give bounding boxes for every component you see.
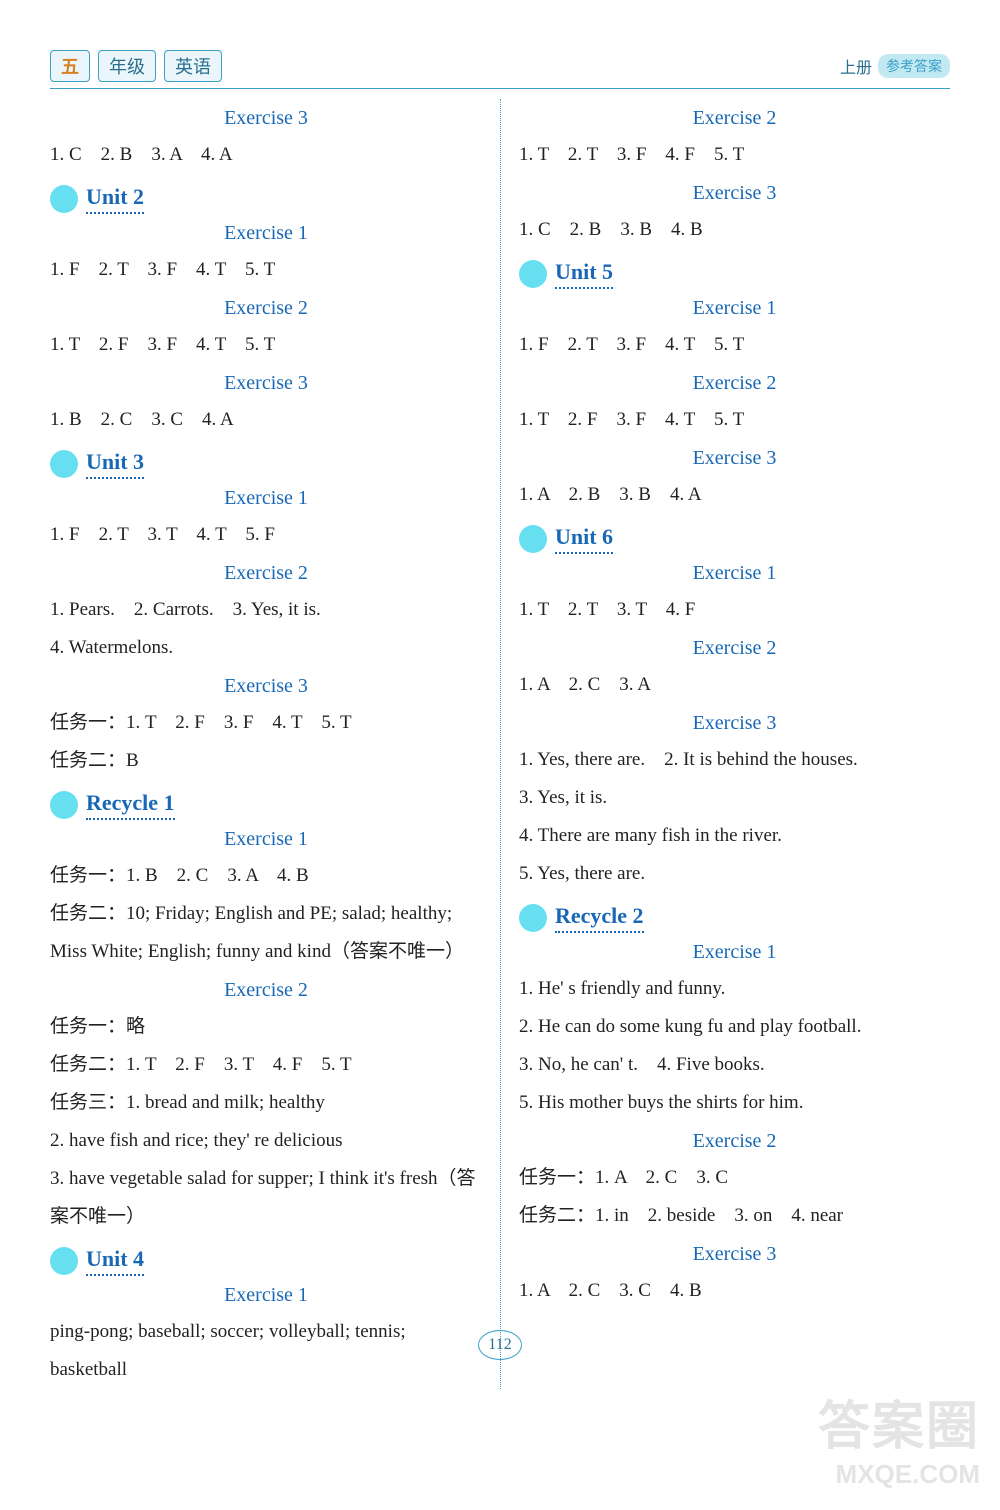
exercise-title: Exercise 1 (50, 487, 482, 510)
exercise-title: Exercise 2 (50, 562, 482, 585)
page-number: 112 (478, 1330, 522, 1360)
unit-title: Unit 3 (86, 449, 144, 479)
watermark: 答案圈 MXQE.COM (818, 1384, 980, 1490)
answer-line: 任务一：1. A 2. C 3. C (519, 1159, 950, 1197)
exercise-title: Exercise 3 (519, 712, 950, 735)
exercise-title: Exercise 2 (519, 372, 950, 395)
unit-title: Unit 2 (86, 184, 144, 214)
answer-line: 1. F 2. T 3. T 4. T 5. F (50, 516, 482, 554)
answer-line: 任务三：1. bread and milk; healthy (50, 1084, 482, 1122)
answer-line: 任务一：1. B 2. C 3. A 4. B (50, 857, 482, 895)
answer-line: 4. There are many fish in the river. (519, 817, 950, 855)
exercise-title: Exercise 3 (519, 1243, 950, 1266)
subject-chip: 英语 (164, 50, 222, 82)
grade-chip: 五 (50, 50, 90, 82)
answer-line: 1. T 2. T 3. F 4. F 5. T (519, 136, 950, 174)
answer-line: 1. A 2. B 3. B 4. A (519, 476, 950, 514)
grade-label-chip: 年级 (98, 50, 156, 82)
answer-line: Miss White; English; funny and kind（答案不唯… (50, 933, 482, 971)
exercise-title: Exercise 2 (50, 297, 482, 320)
answer-line: 1. T 2. F 3. F 4. T 5. T (50, 326, 482, 364)
exercise-title: Exercise 1 (50, 222, 482, 245)
answer-line: 1. Yes, there are. 2. It is behind the h… (519, 741, 950, 779)
answer-line: 任务二：B (50, 742, 482, 780)
bullet-dot-icon (519, 260, 547, 288)
bullet-dot-icon (50, 791, 78, 819)
exercise-title: Exercise 2 (50, 979, 482, 1002)
answer-line: 1. B 2. C 3. C 4. A (50, 401, 482, 439)
answer-line: 任务二：10; Friday; English and PE; salad; h… (50, 895, 482, 933)
unit-heading: Unit 6 (519, 524, 950, 554)
answer-line: 任务一：略 (50, 1008, 482, 1046)
header-right: 上册 参考答案 (840, 54, 950, 78)
exercise-title: Exercise 2 (519, 637, 950, 660)
unit-heading: Recycle 2 (519, 903, 950, 933)
exercise-title: Exercise 2 (519, 107, 950, 130)
content-columns: Exercise 3 1. C 2. B 3. A 4. A Unit 2 Exerc… (50, 99, 950, 1389)
answer-line: 5. Yes, there are. (519, 855, 950, 893)
answer-line: 1. Pears. 2. Carrots. 3. Yes, it is. (50, 591, 482, 629)
unit-heading: Unit 2 (50, 184, 482, 214)
answer-line: 2. have fish and rice; they' re deliciou… (50, 1122, 482, 1160)
unit-title: Recycle 2 (555, 903, 644, 933)
answer-line: 1. T 2. T 3. T 4. F (519, 591, 950, 629)
exercise-title: Exercise 3 (50, 107, 482, 130)
answer-line: 1. F 2. T 3. F 4. T 5. T (519, 326, 950, 364)
volume-pill: 参考答案 (878, 54, 950, 78)
answer-line: 1. A 2. C 3. C 4. B (519, 1272, 950, 1310)
volume-prefix: 上册 (840, 54, 872, 78)
answer-line: 1. A 2. C 3. A (519, 666, 950, 704)
unit-heading: Unit 4 (50, 1246, 482, 1276)
bullet-dot-icon (50, 1247, 78, 1275)
exercise-title: Exercise 3 (50, 372, 482, 395)
exercise-title: Exercise 1 (519, 941, 950, 964)
answer-line: 1. T 2. F 3. F 4. T 5. T (519, 401, 950, 439)
answer-line: 案不唯一） (50, 1198, 482, 1236)
answer-line: 1. F 2. T 3. F 4. T 5. T (50, 251, 482, 289)
watermark-line2: MXQE.COM (818, 1459, 980, 1490)
exercise-title: Exercise 3 (519, 447, 950, 470)
unit-title: Unit 6 (555, 524, 613, 554)
bullet-dot-icon (519, 525, 547, 553)
exercise-title: Exercise 3 (519, 182, 950, 205)
exercise-title: Exercise 3 (50, 675, 482, 698)
exercise-title: Exercise 1 (50, 828, 482, 851)
exercise-title: Exercise 2 (519, 1130, 950, 1153)
unit-heading: Recycle 1 (50, 790, 482, 820)
answer-line: 1. C 2. B 3. A 4. A (50, 136, 482, 174)
answer-line: 1. He' s friendly and funny. (519, 970, 950, 1008)
exercise-title: Exercise 1 (50, 1284, 482, 1307)
page-number-wrap: 112 (0, 1330, 1000, 1360)
unit-title: Unit 4 (86, 1246, 144, 1276)
exercise-title: Exercise 1 (519, 562, 950, 585)
answer-line: 5. His mother buys the shirts for him. (519, 1084, 950, 1122)
answer-line: 任务一：1. T 2. F 3. F 4. T 5. T (50, 704, 482, 742)
bullet-dot-icon (50, 185, 78, 213)
answer-line: 3. No, he can' t. 4. Five books. (519, 1046, 950, 1084)
answer-line: 4. Watermelons. (50, 629, 482, 667)
unit-title: Recycle 1 (86, 790, 175, 820)
watermark-line1: 答案圈 (818, 1384, 980, 1459)
header-left: 五 年级 英语 (50, 50, 222, 82)
answer-line: 2. He can do some kung fu and play footb… (519, 1008, 950, 1046)
exercise-title: Exercise 1 (519, 297, 950, 320)
page-header: 五 年级 英语 上册 参考答案 (50, 50, 950, 89)
bullet-dot-icon (519, 904, 547, 932)
bullet-dot-icon (50, 450, 78, 478)
answer-line: 3. have vegetable salad for supper; I th… (50, 1160, 482, 1198)
unit-heading: Unit 3 (50, 449, 482, 479)
unit-heading: Unit 5 (519, 259, 950, 289)
unit-title: Unit 5 (555, 259, 613, 289)
answer-line: 任务二：1. T 2. F 3. T 4. F 5. T (50, 1046, 482, 1084)
answer-line: 1. C 2. B 3. B 4. B (519, 211, 950, 249)
answer-line: 3. Yes, it is. (519, 779, 950, 817)
answer-line: 任务二：1. in 2. beside 3. on 4. near (519, 1197, 950, 1235)
left-column: Exercise 3 1. C 2. B 3. A 4. A Unit 2 Exerc… (50, 99, 500, 1389)
right-column: Exercise 2 1. T 2. T 3. F 4. F 5. T Exerci… (500, 99, 950, 1389)
